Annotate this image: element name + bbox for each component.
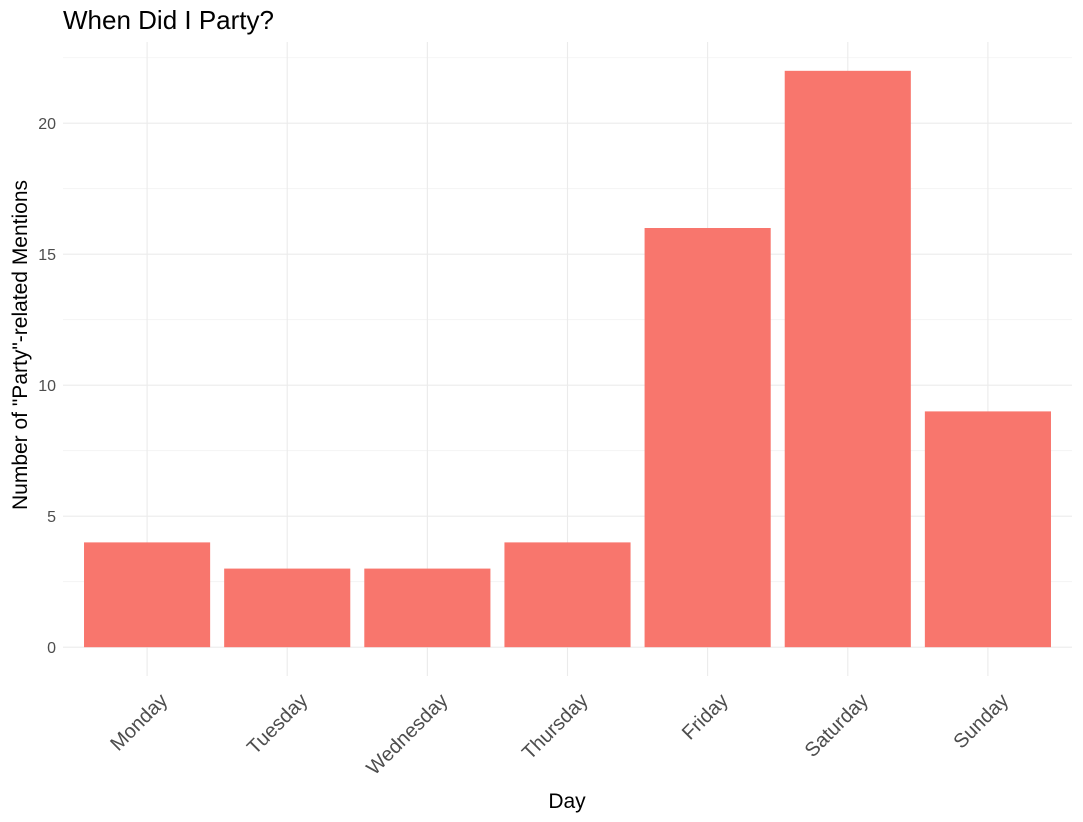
bar-saturday <box>784 70 911 648</box>
x-tick-label: Friday <box>678 690 733 745</box>
y-tick-labels: 0 5 10 15 20 <box>38 116 56 657</box>
x-tick-labels: Monday Tuesday Wednesday Thursday Friday Satu… <box>106 690 1013 780</box>
x-tick-label: Monday <box>106 690 172 756</box>
bar-monday <box>84 542 211 648</box>
x-tick-label: Saturday <box>801 690 873 762</box>
bar-friday <box>644 228 771 648</box>
bar-tuesday <box>224 568 351 648</box>
y-tick-label: 20 <box>38 116 56 133</box>
x-tick-label: Sunday <box>950 690 1014 754</box>
y-tick-label: 15 <box>38 247 56 264</box>
y-tick-label: 10 <box>38 378 56 395</box>
bars <box>84 70 1051 648</box>
x-tick-label: Wednesday <box>363 690 453 780</box>
y-tick-label: 5 <box>47 509 56 526</box>
x-axis-title: Day <box>548 790 586 813</box>
y-tick-label: 0 <box>47 640 56 657</box>
bar-thursday <box>504 542 631 648</box>
x-tick-label: Tuesday <box>243 690 312 759</box>
x-tick-label: Thursday <box>518 690 593 765</box>
chart-title: When Did I Party? <box>63 5 274 35</box>
y-axis-title: Number of "Party"-related Mentions <box>9 180 32 510</box>
bar-sunday <box>924 411 1051 648</box>
bar-wednesday <box>364 568 491 648</box>
